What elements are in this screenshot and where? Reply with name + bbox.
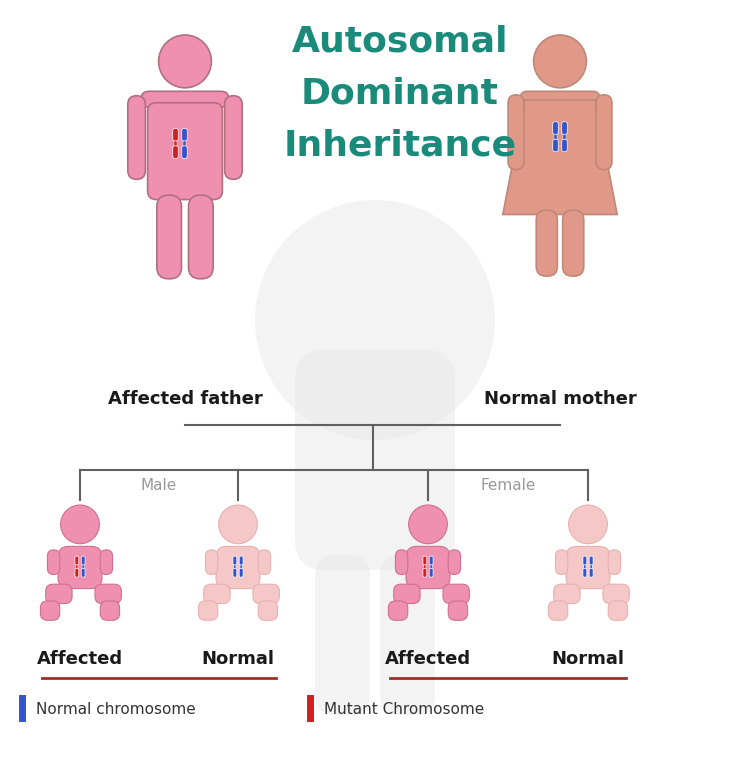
PathPatch shape <box>562 139 567 152</box>
PathPatch shape <box>128 96 146 179</box>
PathPatch shape <box>188 195 213 279</box>
Text: Normal: Normal <box>202 650 274 668</box>
PathPatch shape <box>590 565 592 568</box>
PathPatch shape <box>536 210 557 276</box>
PathPatch shape <box>583 568 586 577</box>
Text: Affected father: Affected father <box>108 390 262 408</box>
PathPatch shape <box>258 601 278 621</box>
PathPatch shape <box>157 195 182 279</box>
PathPatch shape <box>46 584 72 604</box>
PathPatch shape <box>172 128 178 141</box>
PathPatch shape <box>81 556 85 565</box>
PathPatch shape <box>430 565 432 568</box>
PathPatch shape <box>233 568 237 577</box>
Text: Male: Male <box>141 478 177 493</box>
PathPatch shape <box>100 550 112 574</box>
Text: Normal chromosome: Normal chromosome <box>36 701 196 717</box>
PathPatch shape <box>429 568 433 577</box>
Text: Autosomal: Autosomal <box>292 25 508 59</box>
PathPatch shape <box>554 584 580 604</box>
PathPatch shape <box>234 565 236 568</box>
PathPatch shape <box>395 550 408 574</box>
PathPatch shape <box>562 210 584 276</box>
PathPatch shape <box>239 568 243 577</box>
PathPatch shape <box>40 601 60 621</box>
Circle shape <box>533 35 586 88</box>
PathPatch shape <box>182 146 188 158</box>
PathPatch shape <box>75 556 79 565</box>
Text: Normal mother: Normal mother <box>484 390 636 408</box>
PathPatch shape <box>423 556 427 565</box>
PathPatch shape <box>443 584 470 604</box>
PathPatch shape <box>240 565 242 568</box>
PathPatch shape <box>448 550 460 574</box>
PathPatch shape <box>253 584 279 604</box>
PathPatch shape <box>429 556 433 565</box>
PathPatch shape <box>172 146 178 158</box>
PathPatch shape <box>204 584 230 604</box>
PathPatch shape <box>58 546 102 588</box>
Text: Female: Female <box>480 478 536 493</box>
PathPatch shape <box>295 350 455 570</box>
PathPatch shape <box>141 91 229 108</box>
Text: Normal: Normal <box>551 650 625 668</box>
PathPatch shape <box>394 584 420 604</box>
PathPatch shape <box>553 139 558 152</box>
PathPatch shape <box>47 550 60 574</box>
PathPatch shape <box>563 134 566 139</box>
PathPatch shape <box>388 601 408 621</box>
Text: Inheritance: Inheritance <box>284 129 517 163</box>
PathPatch shape <box>603 584 629 604</box>
Circle shape <box>158 35 212 88</box>
PathPatch shape <box>174 141 177 146</box>
PathPatch shape <box>183 141 186 146</box>
PathPatch shape <box>206 550 218 574</box>
PathPatch shape <box>380 555 435 715</box>
PathPatch shape <box>508 94 524 170</box>
PathPatch shape <box>224 96 242 179</box>
PathPatch shape <box>590 556 593 565</box>
PathPatch shape <box>81 568 85 577</box>
PathPatch shape <box>584 565 586 568</box>
PathPatch shape <box>216 546 260 588</box>
PathPatch shape <box>554 134 557 139</box>
PathPatch shape <box>583 556 586 565</box>
Circle shape <box>255 200 495 440</box>
PathPatch shape <box>199 601 217 621</box>
PathPatch shape <box>608 601 628 621</box>
Text: Mutant Chromosome: Mutant Chromosome <box>324 701 484 717</box>
PathPatch shape <box>520 91 599 104</box>
Circle shape <box>409 505 447 544</box>
Circle shape <box>61 505 99 544</box>
PathPatch shape <box>258 550 271 574</box>
PathPatch shape <box>562 122 567 134</box>
PathPatch shape <box>148 103 223 200</box>
PathPatch shape <box>556 550 568 574</box>
PathPatch shape <box>182 128 188 141</box>
PathPatch shape <box>608 550 620 574</box>
PathPatch shape <box>100 601 119 621</box>
PathPatch shape <box>406 546 450 588</box>
Circle shape <box>219 505 257 544</box>
PathPatch shape <box>424 565 426 568</box>
Text: Affected: Affected <box>385 650 471 668</box>
PathPatch shape <box>95 584 122 604</box>
Text: Dominant: Dominant <box>301 77 499 111</box>
PathPatch shape <box>566 546 610 588</box>
PathPatch shape <box>590 568 593 577</box>
Circle shape <box>568 505 608 544</box>
PathPatch shape <box>423 568 427 577</box>
PathPatch shape <box>82 565 84 568</box>
PathPatch shape <box>233 556 237 565</box>
PathPatch shape <box>503 100 617 214</box>
PathPatch shape <box>315 555 370 715</box>
PathPatch shape <box>448 601 467 621</box>
PathPatch shape <box>548 601 568 621</box>
PathPatch shape <box>75 568 79 577</box>
Text: Affected: Affected <box>37 650 123 668</box>
PathPatch shape <box>76 565 78 568</box>
PathPatch shape <box>596 94 612 170</box>
PathPatch shape <box>239 556 243 565</box>
PathPatch shape <box>553 122 558 134</box>
